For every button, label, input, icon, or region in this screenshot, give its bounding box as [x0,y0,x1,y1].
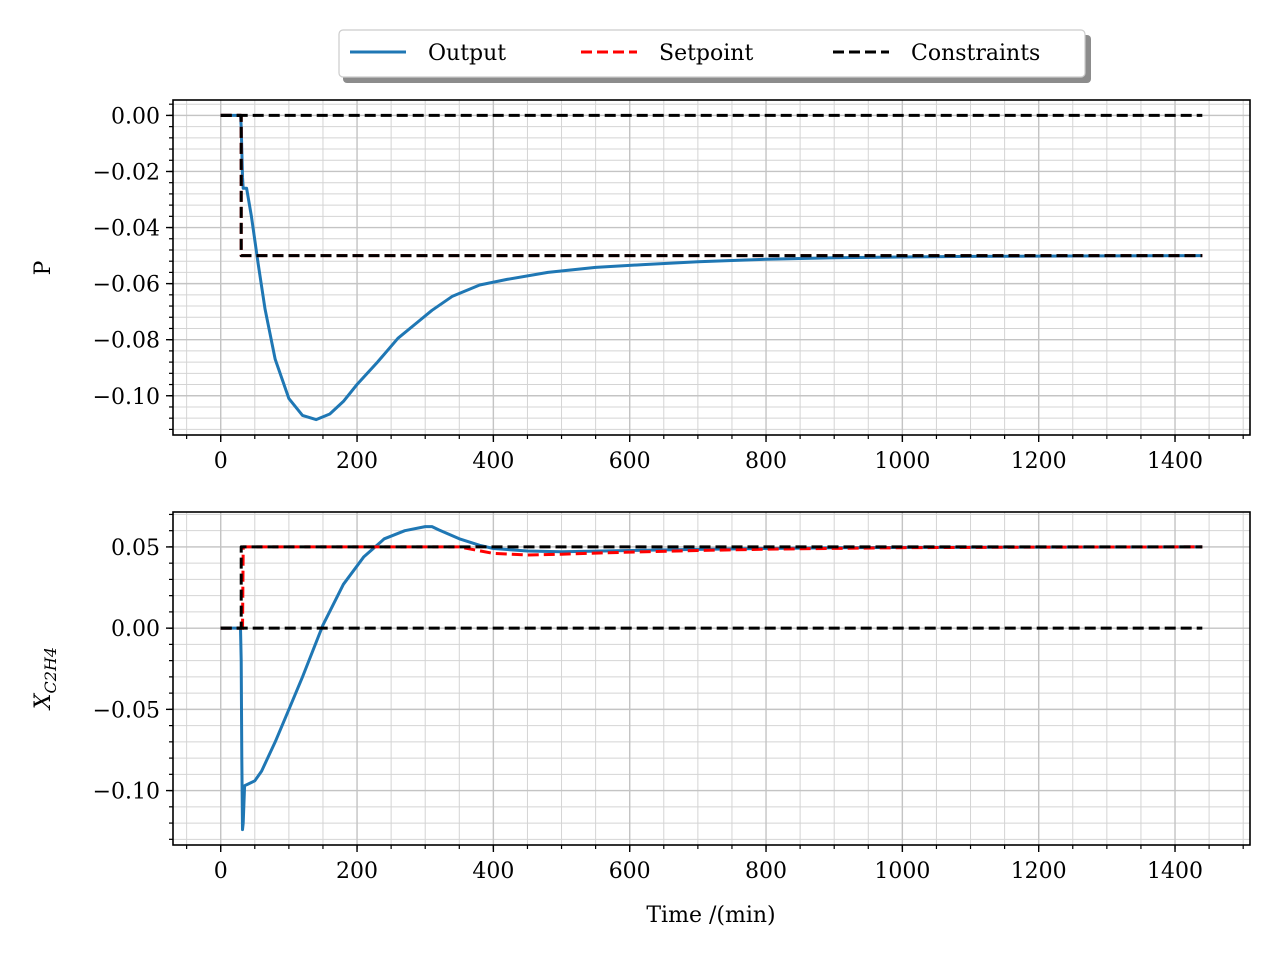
y-tick-label: −0.10 [93,780,160,805]
ticks: 0 200 400 600 800 1000 1200 1400 0.05 0.00 −0.05 −0… [93,513,1244,884]
y-tick-label: −0.05 [93,698,160,723]
series-layer [220,525,1203,832]
x-tick-label: 1000 [874,859,930,884]
plot-frame [172,99,1251,436]
y-axis-label: XC2H4 [31,647,60,711]
legend-frame [338,29,1086,78]
x-tick-label: 400 [472,449,514,474]
y-tick-label: 0.05 [111,536,160,561]
legend: Output Setpoint Constraints [338,29,1091,83]
plot-frame [172,511,1251,846]
legend-output-label: Output [428,41,506,66]
x-tick-label: 600 [609,859,651,884]
y-tick-label: −0.10 [93,385,160,410]
x-tick-label: 600 [609,449,651,474]
x-tick-label: 1000 [874,449,930,474]
series-line-constraints-lower [220,113,1203,258]
ticks: 0 200 400 600 800 1000 1200 1400 0.00 −0.02 −0.04 −… [93,103,1244,474]
x-tick-label: 800 [745,449,787,474]
x-tick-label: 0 [214,859,228,884]
x-axis-label: Time /(min) [646,903,775,928]
y-tick-label: 0.00 [111,104,160,129]
x-tick-label: 1400 [1147,859,1203,884]
x-tick-label: 800 [745,859,787,884]
x-tick-label: 0 [214,449,228,474]
y-tick-label: 0.00 [111,617,160,642]
x-tick-label: 400 [472,859,514,884]
y-tick-label: −0.06 [93,273,160,298]
y-axis-label: P [31,260,56,275]
top-plot-pressure: 0 200 400 600 800 1000 1200 1400 0.00 −0.02 −0.04 −… [31,99,1251,474]
legend-constraints-label: Constraints [911,41,1040,66]
y-tick-label: −0.02 [93,160,160,185]
plot-area [173,512,1250,845]
plot-area [173,100,1250,435]
legend-setpoint-label: Setpoint [659,41,753,66]
series-line-output [220,113,1203,422]
series-layer [220,113,1203,422]
y-axis-label-main: X [31,692,56,711]
bottom-plot-x-c2h4: 0 200 400 600 800 1000 1200 1400 0.05 0.00 −0.05 −0… [31,511,1251,928]
y-tick-label: −0.08 [93,329,160,354]
y-tick-label: −0.04 [93,217,160,242]
x-tick-label: 1200 [1011,449,1067,474]
x-tick-label: 1200 [1011,859,1067,884]
x-tick-label: 200 [336,859,378,884]
x-tick-label: 1400 [1147,449,1203,474]
x-tick-label: 200 [336,449,378,474]
y-axis-label-subscript: C2H4 [41,647,60,694]
major-grid [173,512,1250,845]
